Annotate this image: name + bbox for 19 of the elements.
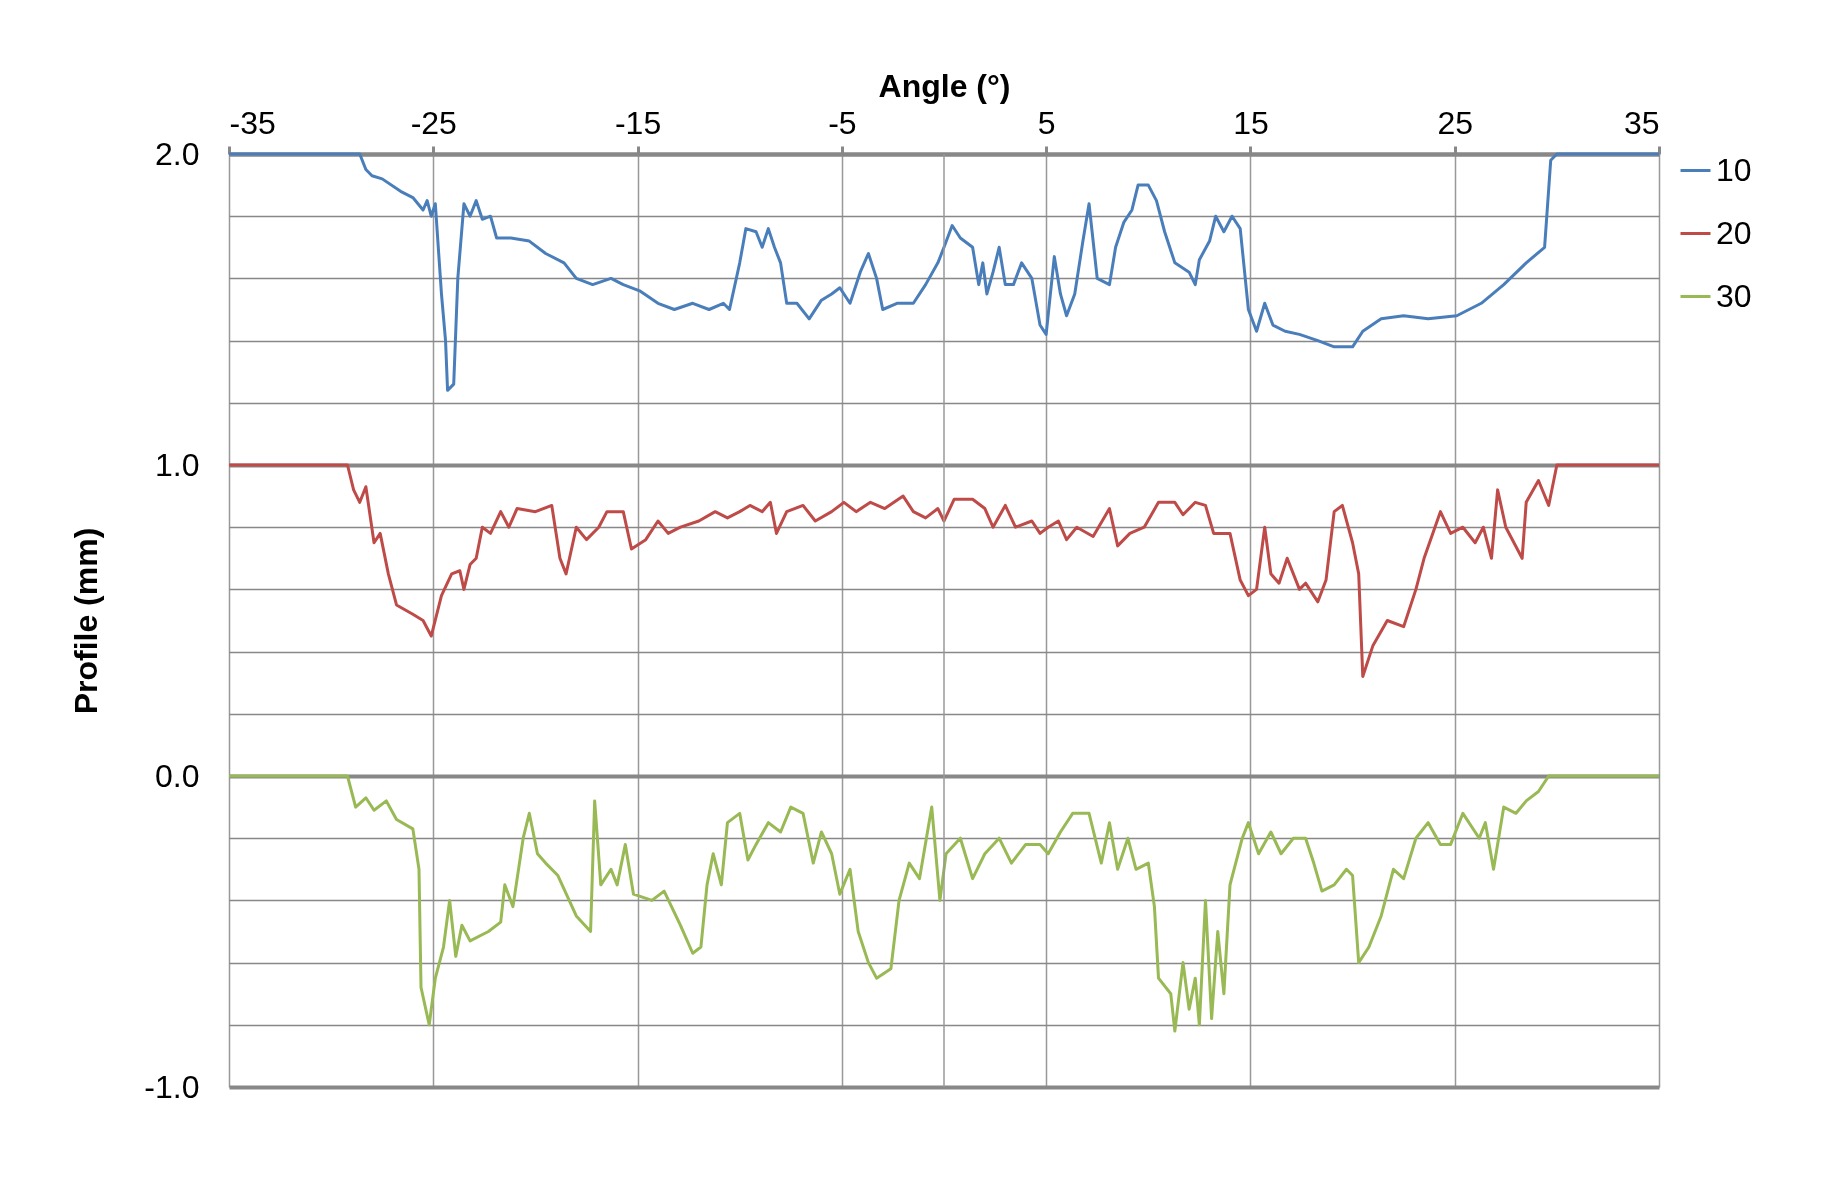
legend-label: 10	[1716, 151, 1752, 188]
y-tick-label: -1.0	[144, 1068, 200, 1105]
x-tick-label: 35	[1623, 104, 1660, 141]
x-tick-label: -15	[614, 104, 662, 141]
x-axis-title: Angle (°)	[878, 67, 1011, 104]
line-series	[227, 463, 1661, 678]
y-tick-label: 1.0	[155, 446, 200, 483]
x-tick-label: -25	[410, 104, 457, 141]
legend-label: 20	[1716, 214, 1752, 251]
x-tick-label: 15	[1233, 104, 1269, 141]
legend-label: 30	[1716, 277, 1752, 314]
y-axis-title: Profile (mm)	[68, 527, 105, 715]
line-series	[227, 774, 1661, 1033]
y-tick-label: 2.0	[155, 135, 200, 172]
y-tick-label: 0.0	[155, 757, 200, 794]
x-tick-label: 5	[1037, 104, 1056, 141]
x-tick-label: -35	[229, 104, 276, 141]
x-tick-label: 25	[1437, 104, 1474, 141]
x-tick-label: -5	[828, 104, 857, 141]
